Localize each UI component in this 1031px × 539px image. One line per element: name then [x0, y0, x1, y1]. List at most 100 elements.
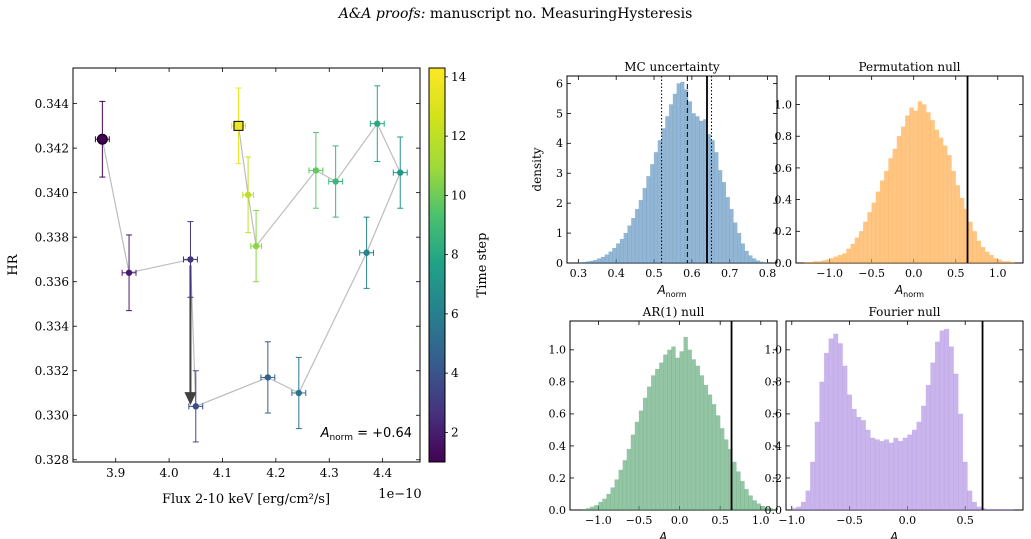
- histogram-bar: [695, 116, 700, 264]
- histogram-bar: [627, 225, 632, 264]
- histogram-bar: [665, 116, 670, 264]
- histogram-bar: [968, 221, 973, 264]
- histogram-bar: [744, 488, 749, 511]
- y-tick-label: 0.6: [549, 408, 567, 421]
- y-tick-label: 0.8: [765, 376, 783, 389]
- data-point: [187, 256, 194, 263]
- plot-frame: [72, 67, 421, 463]
- histogram-bar: [907, 434, 913, 511]
- x-tick-label: 4.3: [320, 466, 339, 480]
- histogram-bar: [604, 254, 609, 264]
- histogram-bar: [657, 140, 662, 264]
- x-offset-label: 1e−10: [378, 487, 421, 502]
- histogram-bar: [772, 508, 778, 511]
- histogram-bar: [812, 261, 818, 264]
- histogram-bar: [860, 420, 866, 511]
- histogram-bar: [732, 461, 737, 511]
- histogram-bar: [913, 110, 919, 264]
- a-norm-annotation: Anorm = +0.64: [320, 426, 412, 443]
- histogram-bar: [638, 410, 644, 511]
- histogram-bar: [804, 262, 809, 264]
- y-tick-label: 0.334: [35, 319, 70, 333]
- histogram-bar: [606, 493, 611, 511]
- histogram-bar: [925, 384, 931, 511]
- histogram-bar: [976, 506, 982, 511]
- histogram-bar: [724, 439, 729, 511]
- histogram-bar: [808, 262, 814, 264]
- histogram-bar: [650, 164, 655, 264]
- y-tick-label: 4: [556, 137, 563, 150]
- histogram-bar: [671, 346, 676, 511]
- histogram-bar: [951, 170, 956, 264]
- histogram-bar: [995, 508, 1001, 511]
- histogram-bar: [944, 328, 950, 511]
- histogram-bar: [634, 421, 640, 511]
- histogram-bar: [999, 508, 1005, 511]
- histogram-bar: [825, 259, 830, 264]
- histogram-bar: [948, 346, 954, 511]
- panel-title: AR(1) null: [642, 305, 705, 319]
- histogram-bar: [828, 338, 834, 511]
- histogram-bar: [959, 197, 965, 264]
- histogram-bar: [971, 501, 977, 511]
- histogram-bar: [1005, 261, 1011, 264]
- panel-title: Permutation null: [858, 60, 960, 74]
- histogram-bar: [837, 343, 843, 511]
- annotation-value: = +0.64: [353, 426, 412, 441]
- manuscript-id: manuscript no. MeasuringHysteresis: [429, 6, 693, 22]
- histogram-bar: [854, 237, 860, 264]
- histogram-bar: [755, 260, 761, 264]
- x-tick-label: 0.5: [947, 267, 965, 280]
- histogram-bar: [856, 416, 862, 511]
- x-tick-label: 0.5: [645, 267, 663, 280]
- histogram-bar: [874, 439, 880, 511]
- histogram-bar: [699, 120, 704, 264]
- histogram-bar: [955, 185, 961, 264]
- histogram-bar: [851, 408, 857, 511]
- histogram-bar: [888, 158, 893, 264]
- x-tick-label: 4.4: [373, 466, 392, 480]
- histogram-bar: [930, 362, 936, 511]
- histogram-bar: [642, 397, 648, 511]
- x-tick-label: −0.5: [626, 514, 653, 527]
- data-point: [192, 403, 199, 410]
- x-tick-label: 0.3: [570, 267, 588, 280]
- y-axis-label: density: [530, 147, 544, 191]
- histogram-bar: [622, 460, 628, 511]
- x-tick-label: −1.0: [778, 514, 805, 527]
- histogram-bar: [863, 221, 868, 264]
- histogram-bar: [740, 480, 745, 511]
- y-tick-label: 0: [556, 257, 563, 270]
- histogram-bar: [714, 152, 719, 264]
- histogram-bar: [934, 341, 940, 511]
- histogram-bar: [589, 260, 594, 264]
- histogram-bar: [634, 208, 640, 264]
- histogram-bar: [1010, 262, 1015, 264]
- histogram-bar: [667, 349, 672, 511]
- annotation-subscript: norm: [329, 433, 353, 443]
- histogram-bar: [892, 148, 898, 264]
- histogram-bar: [967, 490, 973, 511]
- x-axis-label: Flux 2-10 keV [erg/cm²/s]: [162, 492, 330, 507]
- histogram-bar: [740, 243, 746, 264]
- histogram-bar: [875, 191, 881, 264]
- histogram-bar: [858, 231, 864, 264]
- y-tick-label: 0.4: [775, 193, 793, 206]
- histogram-bar: [916, 421, 922, 511]
- histogram-bar: [819, 381, 825, 511]
- y-tick-label: 0.342: [35, 141, 69, 155]
- histogram-bar: [833, 333, 839, 511]
- data-point: [397, 169, 404, 176]
- histogram-bar: [938, 137, 944, 264]
- histogram-bar: [837, 254, 843, 264]
- histogram-bar: [646, 176, 651, 264]
- data-point: [374, 120, 381, 127]
- y-tick-label: 0.338: [35, 230, 69, 244]
- y-tick-label: 0.332: [35, 364, 69, 378]
- histogram-bar: [581, 261, 587, 264]
- histogram-bar: [585, 261, 590, 264]
- y-tick-label: 0.328: [35, 453, 69, 467]
- y-tick-label: 5: [556, 107, 563, 120]
- histogram-bar: [699, 375, 705, 511]
- histogram-bar: [939, 330, 945, 511]
